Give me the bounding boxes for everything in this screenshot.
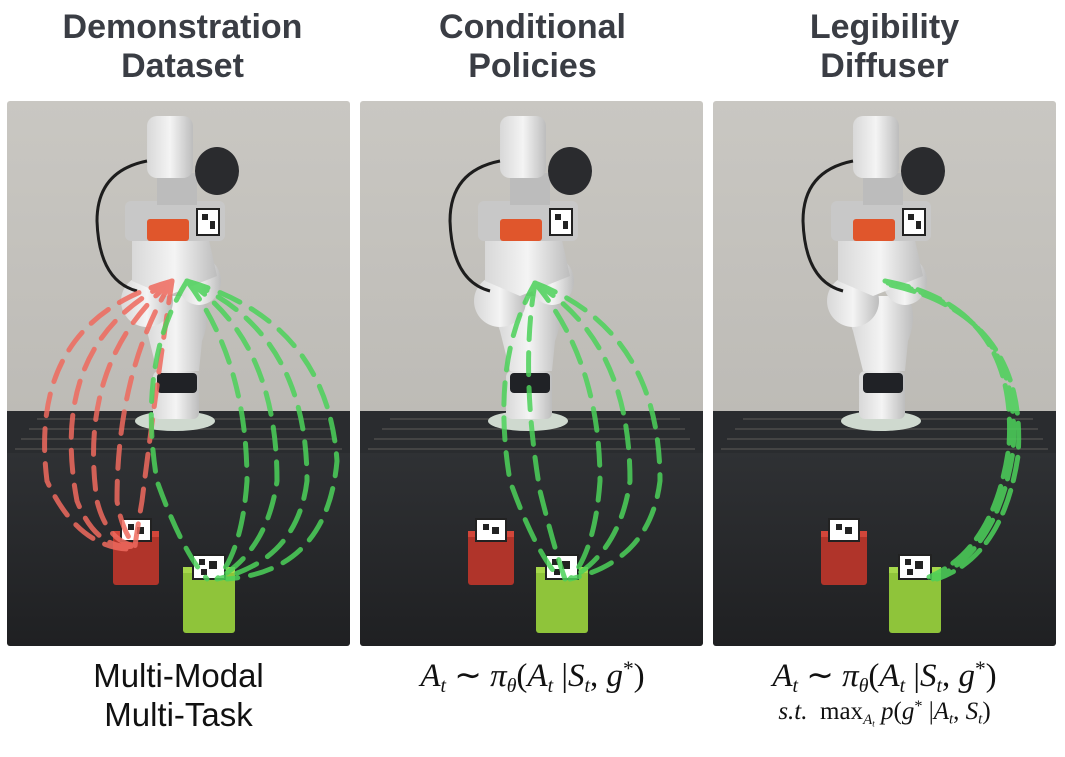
photo-legibility-diffuser [713, 101, 1056, 646]
column-title-demonstration-dataset: Demonstration Dataset [10, 8, 355, 86]
column-title-conditional-policies: Conditional Policies [360, 8, 705, 86]
green-trajectories [501, 280, 663, 582]
caption-legibility-diffuser: At ∼ πθ(At |St, g*) s.t. maxAt p(g* |At,… [712, 656, 1057, 728]
column-title-legibility-diffuser: Legibility Diffuser [712, 8, 1057, 86]
title-line-2: Dataset [121, 47, 244, 85]
title-line-2: Diffuser [820, 47, 949, 85]
caption-line-1: Multi-Modal [93, 657, 264, 694]
legibility-constraint: s.t. maxAt p(g* |At, St) [778, 696, 991, 729]
title-line-1: Demonstration [62, 8, 303, 46]
photo-demonstration-dataset [7, 101, 350, 646]
title-line-2: Policies [468, 47, 597, 85]
policy-formula: At ∼ πθ(At |St, g*) [420, 656, 645, 697]
photo-conditional-policies [360, 101, 703, 646]
title-line-1: Legibility [809, 8, 960, 46]
green-trajectories [148, 278, 340, 582]
green-trajectories [882, 278, 1022, 582]
caption-line-2: Multi-Task [104, 696, 253, 733]
title-line-1: Conditional [439, 8, 626, 46]
policy-formula: At ∼ πθ(At |St, g*) [772, 656, 997, 697]
caption-conditional-policies: At ∼ πθ(At |St, g*) [360, 656, 705, 696]
caption-demonstration-dataset: Multi-Modal Multi-Task [6, 656, 351, 734]
